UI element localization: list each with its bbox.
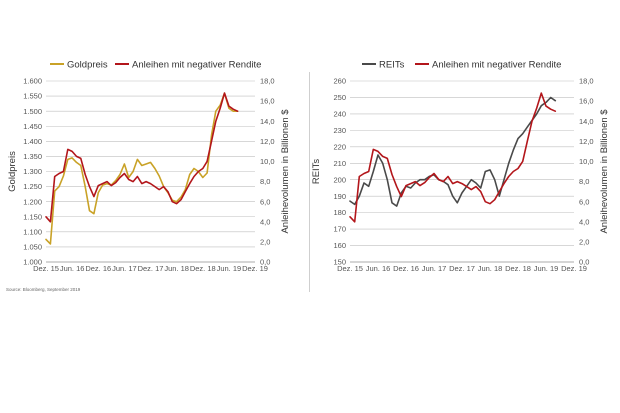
y-right-tick-label: 10,0: [260, 157, 275, 166]
y-left-tick-label: 1.350: [23, 152, 42, 161]
y-right-tick-label: 4,0: [260, 217, 270, 226]
y-left-tick-label: 1.400: [23, 137, 42, 146]
y-left-tick-label: 1.200: [23, 197, 42, 206]
y-right-tick-label: 2,0: [579, 237, 589, 246]
y-right-tick-label: 0,0: [579, 258, 589, 267]
legend-label: Anleihen mit negativer Rendite: [132, 59, 261, 70]
y-left-tick-label: 170: [333, 225, 346, 234]
y-left-tick-label: 1.250: [23, 182, 42, 191]
chart-reits-vs-negative-yield: 260 250 240 230 220 210 200 190 180 170 160 150 18,0…: [311, 59, 610, 273]
y-right-tick-label: 0,0: [260, 258, 270, 267]
x-tick-label: Jun. 19: [217, 264, 242, 273]
x-tick-label: Dez. 16: [85, 264, 111, 273]
x-tick-label: Dez. 18: [190, 264, 216, 273]
y-left-tick-label: 1.300: [23, 167, 42, 176]
y-left-tick-label: 200: [333, 175, 346, 184]
y-left-tick-label: 1.000: [23, 258, 42, 267]
series-line-primary: [45, 92, 239, 245]
y-right-tick-label: 18,0: [579, 77, 594, 86]
x-tick-label: Jun. 18: [478, 264, 503, 273]
series-line-negative-yield-bonds: [349, 92, 557, 223]
y-left-tick-label: 260: [333, 77, 346, 86]
x-tick-label: Jun. 16: [60, 264, 85, 273]
y-right-tick-label: 10,0: [579, 157, 594, 166]
y-right-tick-label: 18,0: [260, 77, 275, 86]
x-tick-label: Jun. 17: [112, 264, 137, 273]
y-left-tick-label: 1.550: [23, 92, 42, 101]
chart-gold-vs-negative-yield: 1.600 1.550 1.500 1.450 1.400 1.350 1.300 1.250…: [7, 59, 291, 273]
chart-divider: [309, 72, 310, 292]
x-tick-label: Jun. 16: [366, 264, 391, 273]
y-right-tick-label: 16,0: [260, 97, 275, 106]
y-left-tick-label: 160: [333, 241, 346, 250]
y-right-tick-label: 8,0: [579, 177, 589, 186]
x-tick-label: Jun. 18: [164, 264, 189, 273]
y-left-tick-label: 1.150: [23, 212, 42, 221]
y-left-tick-label: 250: [333, 93, 346, 102]
y-right-axis-title: Anleihevolumen in Billionen $: [280, 109, 291, 234]
series-line-negative-yield-bonds: [45, 92, 239, 223]
legend-label: REITs: [379, 59, 405, 70]
y-left-tick-label: 230: [333, 126, 346, 135]
y-right-tick-label: 14,0: [260, 117, 275, 126]
y-left-tick-label: 240: [333, 110, 346, 119]
x-tick-label: Dez. 18: [505, 264, 531, 273]
legend-label: Goldpreis: [67, 59, 108, 70]
x-tick-label: Dez. 15: [337, 264, 363, 273]
y-left-tick-label: 1.050: [23, 243, 42, 252]
y-right-tick-label: 6,0: [260, 197, 270, 206]
y-left-tick-label: 210: [333, 159, 346, 168]
y-right-tick-label: 8,0: [260, 177, 270, 186]
y-right-tick-label: 6,0: [579, 197, 589, 206]
x-tick-label: Dez. 17: [449, 264, 475, 273]
y-right-tick-label: 12,0: [260, 137, 275, 146]
y-left-axis-title: Goldpreis: [7, 151, 18, 192]
y-left-tick-label: 190: [333, 192, 346, 201]
legend-label: Anleihen mit negativer Rendite: [432, 59, 561, 70]
x-tick-label: Dez. 19: [561, 264, 587, 273]
y-left-tick-label: 1.600: [23, 77, 42, 86]
x-tick-label: Dez. 19: [242, 264, 268, 273]
x-tick-label: Dez. 16: [393, 264, 419, 273]
y-left-tick-label: 180: [333, 208, 346, 217]
y-right-tick-label: 2,0: [260, 237, 270, 246]
y-right-axis-title: Anleihevolumen in Billionen $: [599, 109, 610, 234]
y-right-tick-label: 4,0: [579, 217, 589, 226]
series-line-primary: [349, 96, 557, 207]
y-left-tick-label: 220: [333, 142, 346, 151]
y-left-tick-label: 1.450: [23, 122, 42, 131]
y-left-tick-label: 1.500: [23, 107, 42, 116]
x-tick-label: Jun. 17: [422, 264, 447, 273]
x-tick-label: Dez. 17: [138, 264, 164, 273]
y-left-axis-title: REITs: [311, 159, 322, 185]
x-tick-label: Jun. 19: [534, 264, 559, 273]
source-note: Source: Bloomberg, September 2019: [6, 287, 81, 292]
x-tick-label: Dez. 15: [33, 264, 59, 273]
y-left-tick-label: 150: [333, 258, 346, 267]
y-right-tick-label: 16,0: [579, 97, 594, 106]
y-right-tick-label: 12,0: [579, 137, 594, 146]
y-left-tick-label: 1.100: [23, 227, 42, 236]
y-right-tick-label: 14,0: [579, 117, 594, 126]
